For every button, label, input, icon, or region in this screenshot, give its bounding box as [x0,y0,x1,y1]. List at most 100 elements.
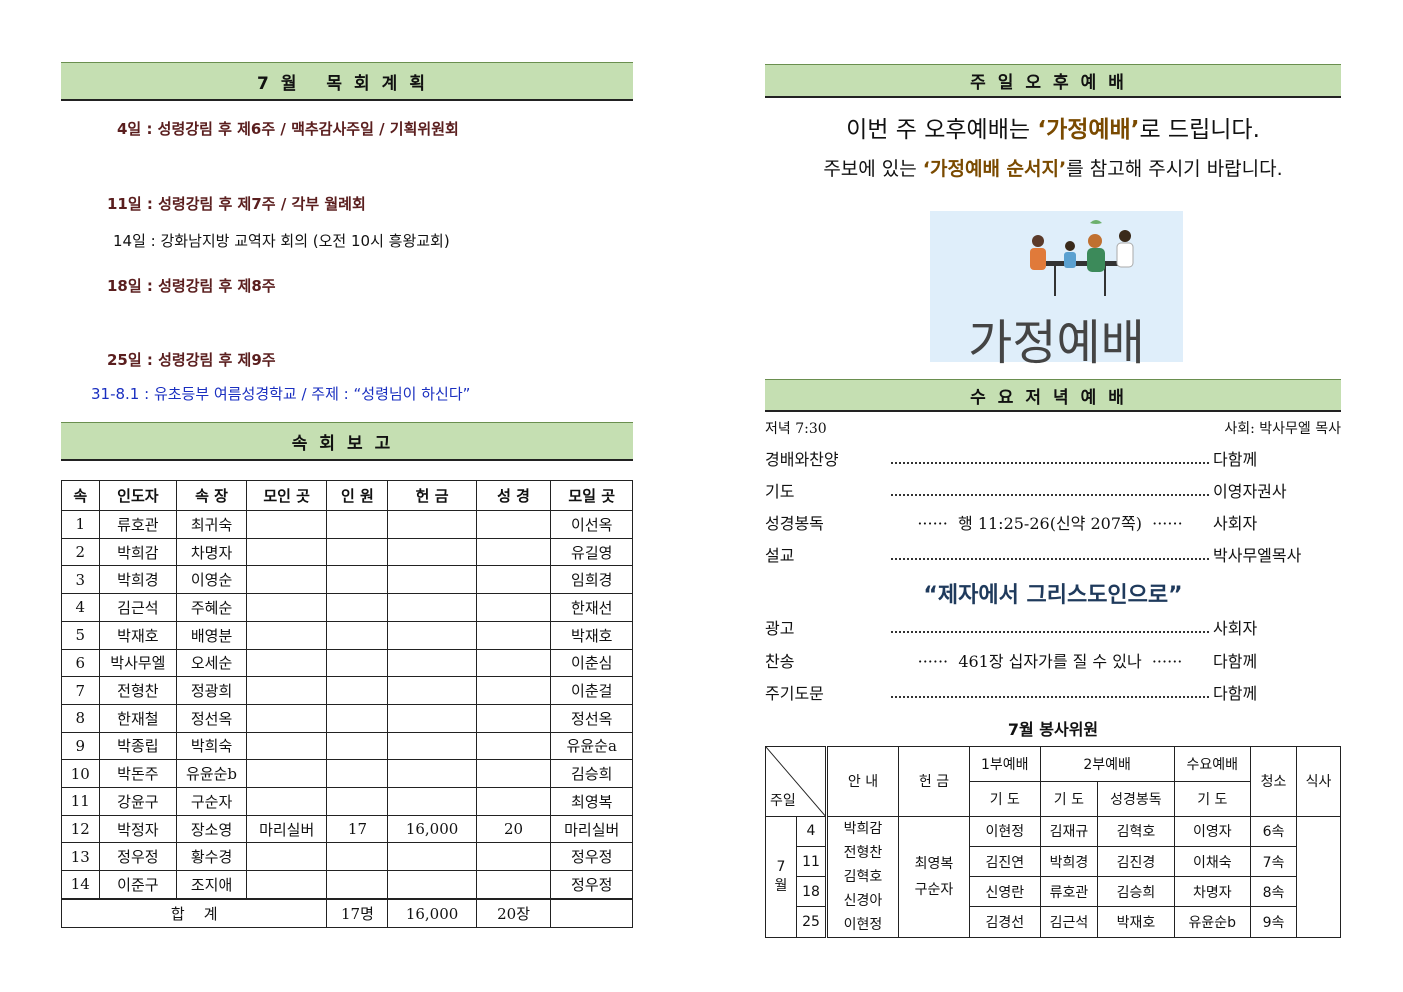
report-cell [387,537,477,567]
order-person: 다함께 [1213,450,1258,469]
report-cell [326,676,389,705]
guide-header: 안 내 [826,746,899,817]
afternoon-line1: 이번 주 오후예배는 ‘가정예배’로 드립니다. [765,110,1341,144]
report-cell: 유윤순a [550,731,633,761]
table-row: 2 박희감 차명자 유길영 [61,537,633,567]
dot-leader [891,548,1209,560]
week-cell: 4 [796,815,828,847]
wednesday-header: 수요저녁예배 [765,379,1341,412]
order-label: 찬송 [765,652,795,671]
week-cell: 18 [796,876,828,908]
report-cell [475,759,552,789]
order-person: 박사무엘목사 [1213,546,1302,565]
report-cell: 박희감 [98,537,178,567]
report-cell [245,870,328,899]
report-cell: 마리실버 [550,814,633,844]
report-cell [475,537,552,567]
report-cell: 박사무엘 [98,648,178,678]
report-cell [326,510,389,539]
report-cell: 박돈주 [98,759,178,789]
worship-order-item: 주기도문 다함께 [765,681,1341,703]
report-cell [326,759,389,789]
report-cell [326,537,389,567]
report-cell [475,593,552,622]
total-people: 17명 [326,899,389,928]
report-cell [245,620,328,650]
service-row: 25 김경선 김근석 박재호 유윤순b 9속 [766,906,1341,938]
total-bible: 20장 [475,899,552,928]
report-cell [326,787,389,816]
table-row: 7 전형찬 정광희 이춘걸 [61,676,633,705]
wednesday-time: 저녁 7:30 [765,421,827,437]
service-cell: 8속 [1250,876,1297,908]
service-cell: 김승희 [1097,876,1175,908]
dot-leader [891,686,1209,698]
order-label: 경배와찬양 [765,450,839,469]
report-col-header: 성 경 [475,480,552,511]
report-cell: 마리실버 [245,814,328,844]
order-label: 설교 [765,546,795,565]
report-cell [387,897,477,901]
report-cell [475,676,552,705]
report-cell [326,648,389,678]
report-cell: 박정자 [98,814,178,844]
report-col-header: 속 장 [176,480,247,511]
service-cell: 박재호 [1097,906,1175,938]
service-cell: 이채숙 [1173,845,1252,878]
service-cell: 이현정 [969,815,1041,847]
report-cell [326,870,389,899]
order-label: 주기도문 [765,684,824,703]
report-cell: 황수경 [176,842,247,872]
report-cell: 전형찬 [98,676,178,705]
report-cell [475,620,552,650]
report-cell: 14 [61,870,100,899]
worship-order-item: 경배와찬양 다함께 [765,447,1341,469]
afternoon-line2: 주보에 있는 ‘가정예배 순서지’를 참고해 주시기 바랍니다. [765,154,1341,181]
guides-cell: 박희감 전형찬 김혁호 신경아 이현정 [826,815,899,938]
service-cell: 이영자 [1173,815,1252,847]
report-cell: 배영분 [176,620,247,650]
order-person: 다함께 [1213,684,1258,703]
report-cell: 최귀숙 [176,510,247,539]
report-cell: 7 [61,676,100,705]
report-cell: 장소영 [176,814,247,844]
table-row [61,897,633,901]
report-cell [245,565,328,595]
report-cell [387,620,477,650]
report-cell: 차명자 [176,537,247,567]
plan-item: 4일 : 성령강림 후 제6주 / 맥추감사주일 / 기획위원회 [117,120,459,138]
report-cell: 이영순 [176,565,247,595]
plan-item: 31-8.1 : 유초등부 여름성경학교 / 주제 : “성령님이 하신다” [91,385,471,403]
family-worship-image: 가정예배 [930,211,1183,371]
report-cell [245,703,328,733]
report-cell [475,565,552,595]
report-cell: 조지애 [176,870,247,899]
report-title: 속회보고 [291,433,403,454]
report-cell: 6 [61,648,100,678]
report-cell: 오세순 [176,648,247,678]
week-cell: 11 [796,845,828,878]
meal-cell [1296,815,1341,938]
report-cell [387,703,477,733]
service-cell: 신영란 [969,876,1041,908]
report-cell: 1 [61,510,100,539]
service-cell: 차명자 [1173,876,1252,908]
family-illustration-icon [1030,220,1134,296]
report-cell [387,676,477,705]
order-person: 이영자권사 [1213,482,1287,501]
report-cell: 이준구 [98,870,178,899]
report-cell [387,593,477,622]
worship-order-item: 성경봉독 ······ 행 11:25-26(신약 207쪽) ······ 사회자 [765,511,1341,533]
week-cell: 25 [796,906,828,938]
prayer-header: 기 도 [969,780,1041,817]
prayer-header: 기 도 [1173,780,1252,817]
table-row: 9 박종립 박희숙 유윤순a [61,731,633,761]
report-col-header: 모인 곳 [245,480,328,511]
offerers-cell: 최영복 구순자 [898,815,970,938]
table-row: 13 정우정 황수경 정우정 [61,842,633,872]
dot-leader [891,621,1209,633]
report-cell: 16,000 [387,814,477,844]
report-cell [245,593,328,622]
text: 주보에 있는 [823,158,923,180]
